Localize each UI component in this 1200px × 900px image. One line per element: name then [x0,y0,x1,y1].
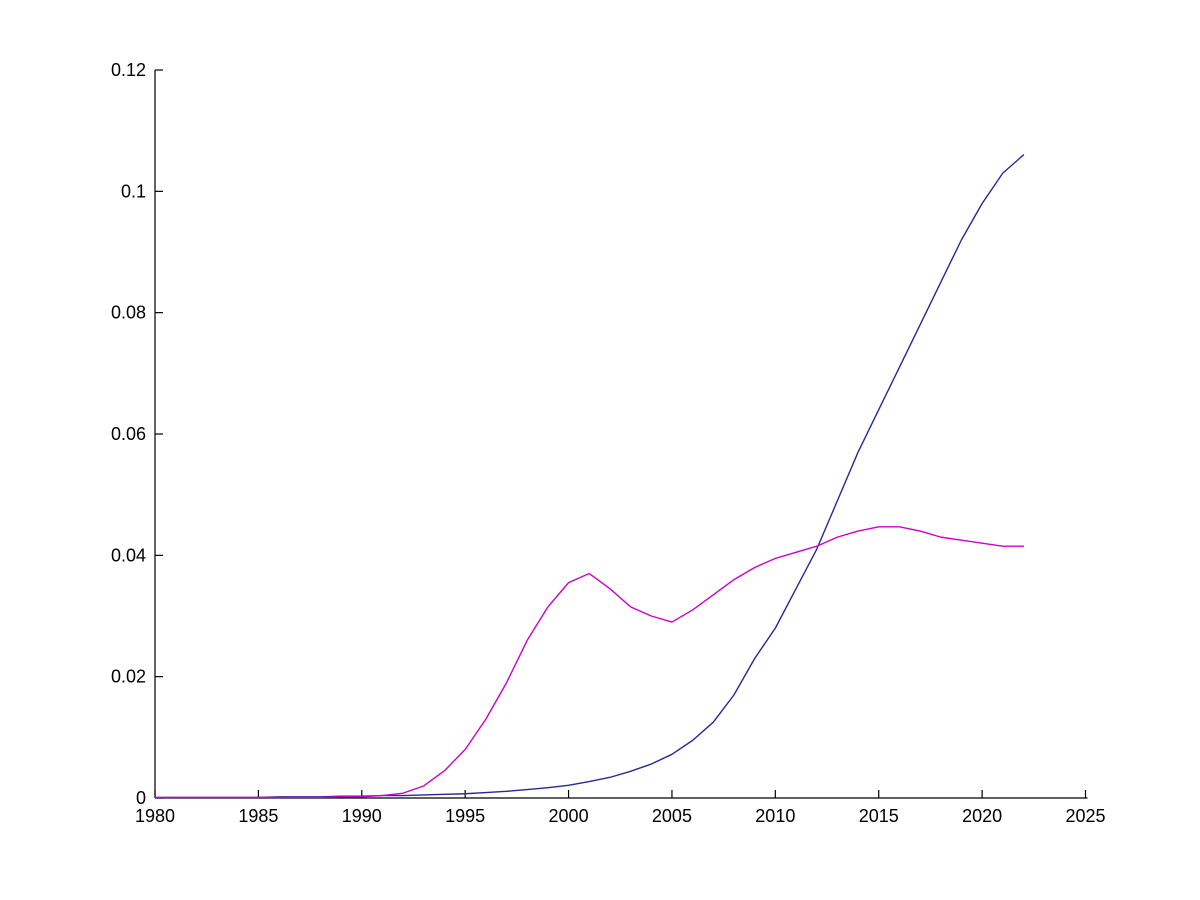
x-tick-label: 2000 [549,806,589,826]
y-tick-label: 0.04 [111,545,146,565]
x-tick-label: 2010 [755,806,795,826]
x-tick-label: 2020 [962,806,1002,826]
magenta-line [154,526,1025,799]
x-tick-label: 2005 [652,806,692,826]
x-tick-label: 1990 [342,806,382,826]
y-tick-label: 0.1 [121,181,146,201]
y-tick-label: 0.02 [111,667,146,687]
y-tick-label: 0.08 [111,303,146,323]
x-tick-label: 2015 [859,806,899,826]
x-tick-label: 1995 [445,806,485,826]
y-tick-label: 0.12 [111,60,146,80]
y-tick-label: 0 [136,788,146,808]
x-tick-label: 1980 [135,806,175,826]
y-tick-label: 0.06 [111,424,146,444]
x-tick-label: 2025 [1065,806,1105,826]
dark-blue-line [154,154,1025,799]
x-tick-label: 1985 [238,806,278,826]
